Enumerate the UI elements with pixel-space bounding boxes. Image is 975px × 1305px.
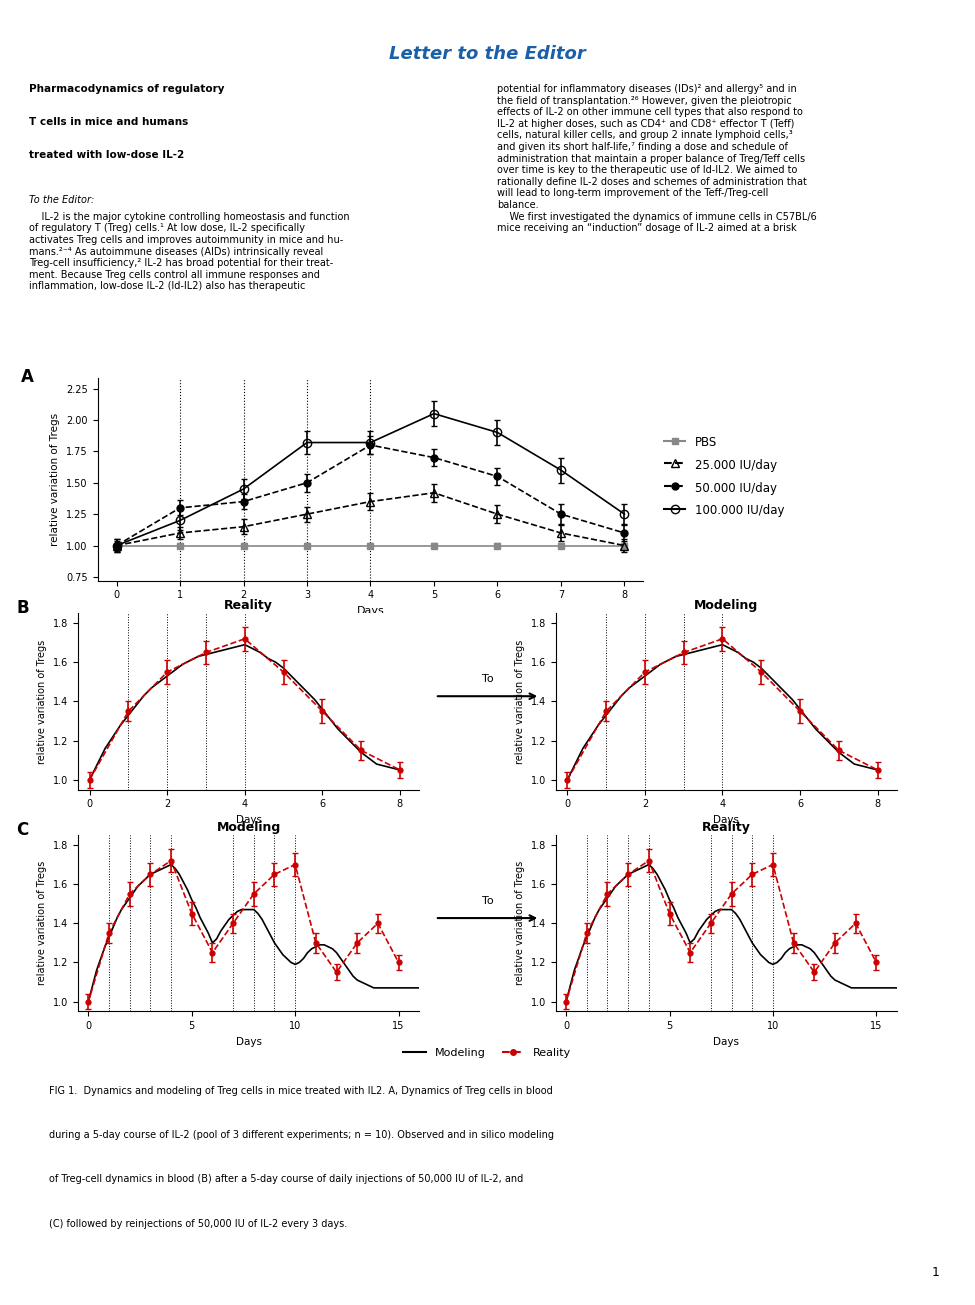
Y-axis label: relative variation of Tregs: relative variation of Tregs bbox=[37, 639, 48, 763]
Text: 1: 1 bbox=[932, 1266, 940, 1279]
Text: To the Editor:: To the Editor: bbox=[29, 194, 95, 205]
Text: IL-2 is the major cytokine controlling homeostasis and function
of regulatory T : IL-2 is the major cytokine controlling h… bbox=[29, 211, 350, 291]
Text: FIG 1.  Dynamics and modeling of Treg cells in mice treated with IL2. A, Dynamic: FIG 1. Dynamics and modeling of Treg cel… bbox=[49, 1086, 553, 1096]
Text: Letter to the Editor: Letter to the Editor bbox=[389, 44, 586, 63]
Text: potential for inflammatory diseases (IDs)² and allergy⁵ and in
the field of tran: potential for inflammatory diseases (IDs… bbox=[496, 84, 816, 234]
Y-axis label: relative variation of Tregs: relative variation of Tregs bbox=[515, 639, 526, 763]
Title: Modeling: Modeling bbox=[216, 821, 281, 834]
Text: C: C bbox=[17, 821, 29, 839]
Text: To: To bbox=[482, 675, 493, 684]
Text: (C) followed by reinjections of 50,000 IU of IL-2 every 3 days.: (C) followed by reinjections of 50,000 I… bbox=[49, 1219, 347, 1228]
Title: Reality: Reality bbox=[702, 821, 751, 834]
Legend: PBS, 25.000 IU/day, 50.000 IU/day, 100.000 IU/day: PBS, 25.000 IU/day, 50.000 IU/day, 100.0… bbox=[659, 431, 789, 522]
X-axis label: Days: Days bbox=[236, 1036, 261, 1047]
Text: ARTICLE IN PRESS: ARTICLE IN PRESS bbox=[410, 9, 565, 25]
Y-axis label: relative variation of Tregs: relative variation of Tregs bbox=[37, 861, 48, 985]
Text: treated with low-dose IL-2: treated with low-dose IL-2 bbox=[29, 150, 184, 161]
Text: B: B bbox=[17, 599, 29, 617]
Title: Reality: Reality bbox=[224, 599, 273, 612]
X-axis label: Days: Days bbox=[357, 606, 384, 616]
Title: Modeling: Modeling bbox=[694, 599, 759, 612]
Text: Pharmacodynamics of regulatory: Pharmacodynamics of regulatory bbox=[29, 84, 225, 94]
Text: T cells in mice and humans: T cells in mice and humans bbox=[29, 117, 188, 127]
Text: A: A bbox=[21, 368, 34, 386]
X-axis label: Days: Days bbox=[714, 814, 739, 825]
X-axis label: Days: Days bbox=[714, 1036, 739, 1047]
Text: of Treg-cell dynamics in blood (B) after a 5-day course of daily injections of 5: of Treg-cell dynamics in blood (B) after… bbox=[49, 1174, 523, 1185]
Text: during a 5-day course of IL-2 (pool of 3 different experiments; n = 10). Observe: during a 5-day course of IL-2 (pool of 3… bbox=[49, 1130, 554, 1141]
Y-axis label: relative variation of Tregs: relative variation of Tregs bbox=[51, 412, 60, 547]
Text: To: To bbox=[482, 897, 493, 906]
X-axis label: Days: Days bbox=[236, 814, 261, 825]
Legend: Modeling, Reality: Modeling, Reality bbox=[399, 1044, 576, 1062]
Y-axis label: relative variation of Tregs: relative variation of Tregs bbox=[515, 861, 526, 985]
